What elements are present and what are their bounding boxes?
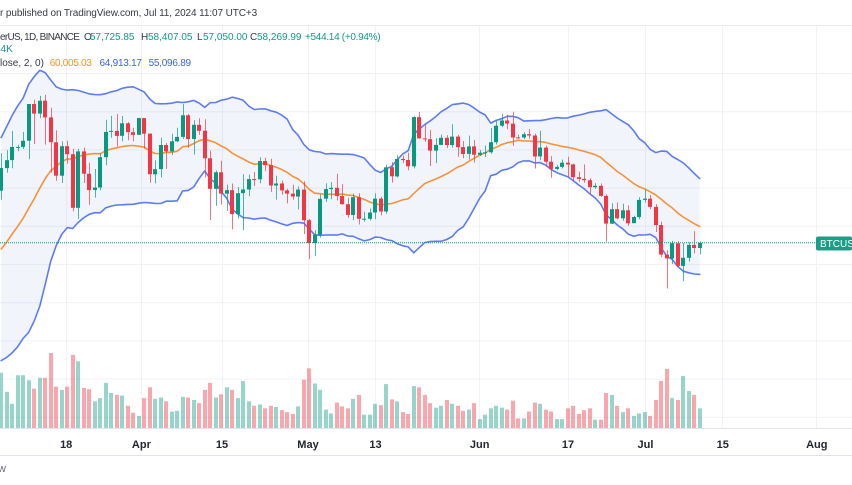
svg-text:Jun: Jun	[470, 439, 490, 451]
svg-text:Jul: Jul	[638, 439, 654, 451]
svg-text:18: 18	[60, 439, 72, 451]
svg-text:w: w	[0, 463, 6, 475]
svg-text:13: 13	[369, 439, 381, 451]
svg-text:15: 15	[717, 439, 729, 451]
svg-text:May: May	[297, 439, 319, 451]
svg-text:15: 15	[216, 439, 228, 451]
svg-text:Aug: Aug	[806, 439, 827, 451]
svg-text:Apr: Apr	[132, 439, 152, 451]
svg-text:BTCUSD: BTCUSD	[820, 239, 852, 250]
svg-text:17: 17	[562, 439, 574, 451]
